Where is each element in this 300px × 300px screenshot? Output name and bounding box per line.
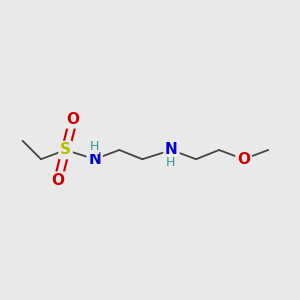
Text: N: N <box>88 152 101 167</box>
Text: N: N <box>165 142 178 158</box>
Text: O: O <box>237 152 250 167</box>
Text: O: O <box>51 173 64 188</box>
Text: S: S <box>60 142 71 158</box>
Text: H: H <box>166 156 176 169</box>
Text: H: H <box>89 140 99 153</box>
Text: O: O <box>67 112 80 127</box>
